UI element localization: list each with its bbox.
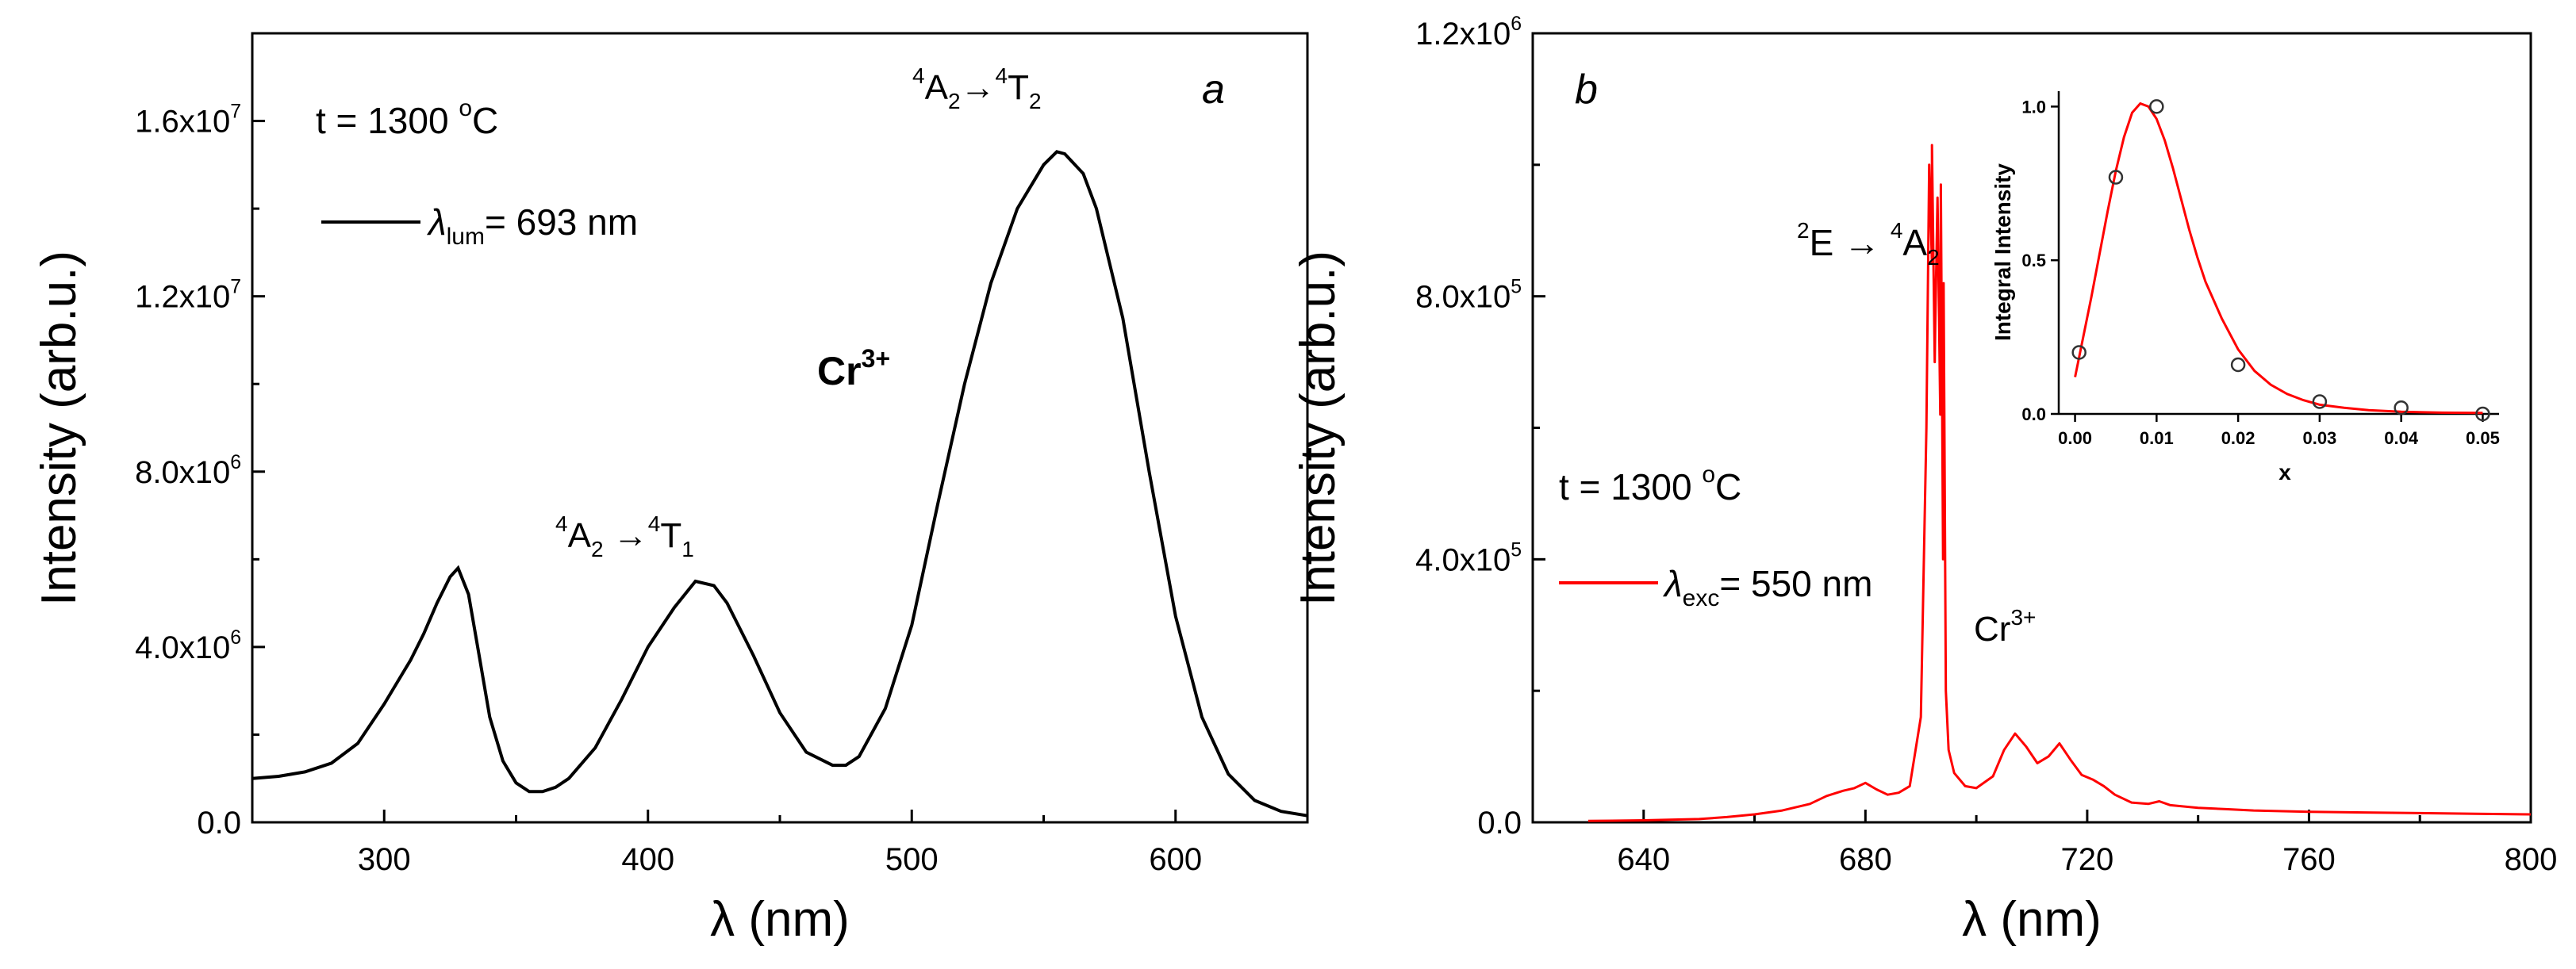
inset-x-tick-label: 0.02 — [2221, 428, 2255, 448]
panel-b-x-tick-label: 640 — [1617, 842, 1670, 877]
panel-a-temperature: t = 1300 oC — [316, 95, 498, 141]
panel-b-series-line — [1587, 144, 2532, 822]
inset-x-tick-label: 0.05 — [2466, 428, 2500, 448]
panel-b-ion-label: Cr3+ — [1974, 605, 2036, 649]
panel-b-x-tick-label: 760 — [2282, 842, 2336, 877]
panel-b-inset-chart: 0.00 0.01 0.02 0.03 0.04 0.05 0.0 0.5 1.0 x Inte… — [1991, 83, 2505, 484]
panel-b-label: b — [1575, 67, 1598, 113]
inset-data-point — [2149, 99, 2164, 114]
panel-b-x-axis-title: λ (nm) — [1962, 892, 2102, 947]
panel-a-annotation-4a2-4t1: 4A2 →4T1 — [555, 511, 694, 561]
panel-a-label: a — [1202, 67, 1225, 113]
inset-x-tick-label: 0.00 — [2058, 428, 2092, 448]
panel-a-x-tick-label: 600 — [1149, 842, 1202, 877]
panel-a-chart: 300 400 500 600 0.0 4.0x106 8.0x106 1.2x107 1.6x… — [32, 32, 1309, 947]
inset-data-point — [2394, 400, 2409, 416]
panel-a-x-axis-title: λ (nm) — [710, 892, 850, 947]
inset-fit-curve — [2074, 101, 2483, 415]
inset-x-tick-label: 0.01 — [2140, 428, 2174, 448]
panel-b-y-tick-label: 0.0 — [1477, 806, 1522, 841]
inset-y-tick-label: 1.0 — [2021, 97, 2046, 117]
inset-y-axis-title: Integral Intensity — [1991, 163, 2015, 341]
panel-a-y-axis-title: Intensity (arb.u.) — [32, 251, 86, 606]
panel-a-ion-label: Cr3+ — [817, 344, 890, 393]
panel-b-legend-label: λexc= 550 nm — [1662, 563, 1872, 611]
panel-a-y-tick-label: 4.0x106 — [135, 627, 241, 665]
inset-y-tick-label: 0.0 — [2021, 404, 2046, 424]
panel-b-x-tick-label: 720 — [2061, 842, 2114, 877]
panel-b-y-tick-label: 8.0x105 — [1415, 277, 1522, 315]
panel-b-annotation-2e-4a2: 2E → 4A2 — [1797, 218, 1940, 270]
inset-x-tick-label: 0.04 — [2384, 428, 2419, 448]
panel-b-x-tick-label: 680 — [1839, 842, 1892, 877]
inset-background — [2043, 83, 2505, 411]
panel-a-x-tick-label: 500 — [885, 842, 939, 877]
panel-a-y-tick-label: 8.0x106 — [135, 452, 241, 490]
inset-data-point — [2071, 345, 2087, 360]
panel-a-y-tick-label: 1.6x107 — [135, 101, 241, 140]
panel-b-y-tick-label: 1.2x106 — [1415, 13, 1522, 52]
panel-a-y-tick-label: 1.2x107 — [135, 277, 241, 315]
inset-x-tick-label: 0.03 — [2302, 428, 2336, 448]
inset-data-point — [2108, 170, 2124, 185]
panel-a-legend-label: λlum= 693 nm — [426, 201, 638, 250]
inset-data-point — [2312, 394, 2328, 409]
panel-a-plot-frame — [251, 32, 1309, 824]
panel-a-x-tick-label: 400 — [621, 842, 674, 877]
panel-a-y-tick-label: 0.0 — [197, 806, 241, 841]
panel-b-y-axis-title: Intensity (arb.u.) — [1291, 251, 1346, 606]
inset-y-tick-label: 0.5 — [2021, 251, 2046, 270]
inset-x-axis-title: x — [2278, 460, 2291, 484]
panel-a-series-line — [251, 150, 1308, 818]
panel-a-x-tick-label: 300 — [358, 842, 411, 877]
inset-data-point — [2230, 357, 2246, 373]
panel-b-x-tick-label: 800 — [2505, 842, 2558, 877]
panel-b-y-tick-label: 4.0x105 — [1415, 539, 1522, 577]
inset-data-point — [2475, 406, 2490, 422]
panel-b-temperature: t = 1300 oC — [1559, 462, 1741, 507]
panel-a-annotation-4a2-4t2: 4A2→4T2 — [912, 63, 1042, 113]
panel-b-chart: 640 680 720 760 8000.04.0x1058.0x1051.2x106 … — [1291, 13, 2557, 947]
